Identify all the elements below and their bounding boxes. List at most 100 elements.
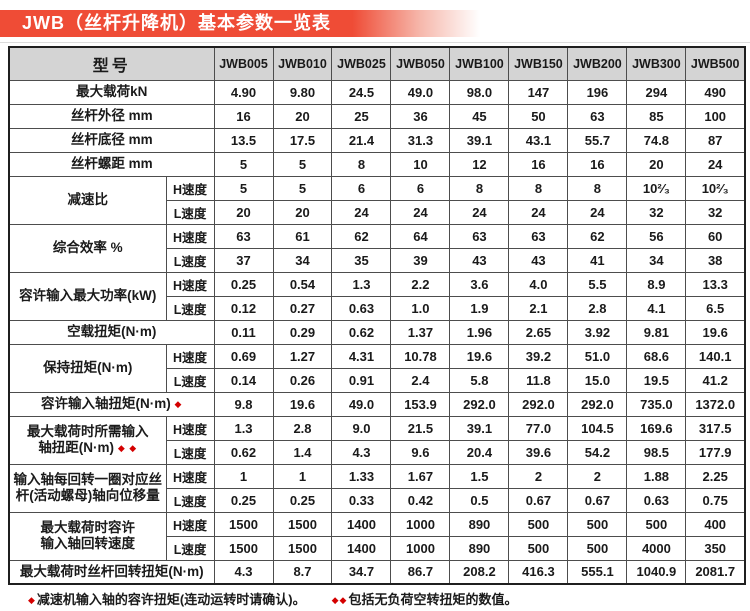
row-label: 输入轴每回转一圈对应丝 杆(活动螺母)轴向位移量: [8, 463, 167, 513]
value-cell: 34.7: [331, 559, 392, 585]
value-cell: 1.5: [449, 463, 510, 489]
row-label: 丝杆外径 mm: [8, 103, 215, 129]
row-label: 最大载荷时容许 输入轴回转速度: [8, 511, 167, 561]
value-cell: 9.8: [213, 391, 274, 417]
value-cell: 0.67: [508, 487, 569, 513]
value-cell: 24.5: [331, 79, 392, 105]
value-cell: 9.81: [626, 319, 687, 345]
value-cell: 24: [567, 199, 628, 225]
value-cell: 4.0: [508, 271, 569, 297]
value-cell: 350: [685, 535, 746, 561]
value-cell: 41.2: [685, 367, 746, 393]
value-cell: 5: [213, 151, 274, 177]
value-cell: 2081.7: [685, 559, 746, 585]
value-cell: 0.5: [449, 487, 510, 513]
value-cell: 1.4: [272, 439, 333, 465]
value-cell: 2.25: [685, 463, 746, 489]
value-cell: 98.5: [626, 439, 687, 465]
value-cell: 39.2: [508, 343, 569, 369]
value-cell: 0.67: [567, 487, 628, 513]
value-cell: 17.5: [272, 127, 333, 153]
value-cell: 0.42: [390, 487, 451, 513]
model-header: JWB010: [272, 46, 333, 81]
table-row: 丝杆外径 mm 16 20 25 36 45 50 63 85 100: [8, 103, 746, 129]
value-cell: 34: [626, 247, 687, 273]
diamond-marker-icon: ◆ ◆: [117, 443, 138, 453]
parameters-table: 型号 JWB005 JWB010 JWB025 JWB050 JWB100 JWB150 JW…: [8, 46, 746, 585]
speed-label-low: L速度: [165, 199, 215, 225]
table-row: 最大载荷kN 4.90 9.80 24.5 49.0 98.0 147 196 294 490: [8, 79, 746, 105]
diamond-marker-icon: ◆◆: [331, 595, 348, 605]
speed-label-high: H速度: [165, 175, 215, 201]
footnote-1-text: 减速机输入轴的容许扭矩(连动运转时请确认)。: [36, 592, 306, 607]
value-cell: 4.1: [626, 295, 687, 321]
speed-label-low: L速度: [165, 439, 215, 465]
value-cell: 1372.0: [685, 391, 746, 417]
row-label: 容许输入最大功率(kW): [8, 271, 167, 321]
table-row: 综合效率 % H速度 63 61 62 64 63 63 62 56 60: [8, 223, 746, 273]
speed-label-low: L速度: [165, 487, 215, 513]
value-cell: 292.0: [508, 391, 569, 417]
speed-label-high: H速度: [165, 223, 215, 249]
value-cell: 208.2: [449, 559, 510, 585]
value-cell: 25: [331, 103, 392, 129]
model-header: JWB150: [508, 46, 569, 81]
model-header: JWB300: [626, 46, 687, 81]
value-cell: 13.3: [685, 271, 746, 297]
speed-label-high: H速度: [165, 463, 215, 489]
row-label: 丝杆底径 mm: [8, 127, 215, 153]
table-row: 保持扭矩(N·m) H速度 0.69 1.27 4.31 10.78 19.6 39.2 51.…: [8, 343, 746, 393]
value-cell: 36: [390, 103, 451, 129]
value-cell: 104.5: [567, 415, 628, 441]
value-cell: 0.91: [331, 367, 392, 393]
value-cell: 87: [685, 127, 746, 153]
value-cell: 1.96: [449, 319, 510, 345]
value-cell: 15.0: [567, 367, 628, 393]
model-header: JWB500: [685, 46, 746, 81]
value-cell: 0.54: [272, 271, 333, 297]
value-cell: 20.4: [449, 439, 510, 465]
value-cell: 0.25: [213, 487, 274, 513]
value-cell: 49.0: [331, 391, 392, 417]
row-label: 最大载荷时所需输入 轴扭距(N·m) ◆ ◆: [8, 415, 167, 465]
value-cell: 51.0: [567, 343, 628, 369]
value-cell: 555.1: [567, 559, 628, 585]
table-row: 丝杆底径 mm 13.5 17.5 21.4 31.3 39.1 43.1 55.7 74.8 8…: [8, 127, 746, 153]
table-container: 型号 JWB005 JWB010 JWB025 JWB050 JWB100 JWB150 JW…: [8, 46, 746, 585]
value-cell: 317.5: [685, 415, 746, 441]
value-cell: 196: [567, 79, 628, 105]
value-cell: 1040.9: [626, 559, 687, 585]
value-cell: 500: [508, 511, 569, 537]
value-cell: 0.25: [213, 271, 274, 297]
row-label: 综合效率 %: [8, 223, 167, 273]
value-cell: 890: [449, 535, 510, 561]
footnotes: ◆减速机输入轴的容许扭矩(连动运转时请确认)。 ◆◆包括无负荷空转扭矩的数值。: [28, 589, 517, 608]
value-cell: 55.7: [567, 127, 628, 153]
speed-label-high: H速度: [165, 343, 215, 369]
value-cell: 98.0: [449, 79, 510, 105]
table-row: 容许输入最大功率(kW) H速度 0.25 0.54 1.3 2.2 3.6 4.0 5.5 8.…: [8, 271, 746, 321]
value-cell: 19.5: [626, 367, 687, 393]
value-cell: 5.8: [449, 367, 510, 393]
divider-line: [0, 42, 750, 43]
value-cell: 38: [685, 247, 746, 273]
value-cell: 8: [331, 151, 392, 177]
value-cell: 500: [508, 535, 569, 561]
value-cell: 24: [685, 151, 746, 177]
value-cell: 147: [508, 79, 569, 105]
value-cell: 1.37: [390, 319, 451, 345]
value-cell: 10²⁄₃: [626, 175, 687, 201]
value-cell: 37: [213, 247, 274, 273]
speed-label-high: H速度: [165, 511, 215, 537]
value-cell: 1.3: [331, 271, 392, 297]
value-cell: 0.11: [213, 319, 274, 345]
value-cell: 4.31: [331, 343, 392, 369]
model-header: JWB025: [331, 46, 392, 81]
model-header: JWB200: [567, 46, 628, 81]
value-cell: 85: [626, 103, 687, 129]
value-cell: 735.0: [626, 391, 687, 417]
value-cell: 9.80: [272, 79, 333, 105]
value-cell: 24: [449, 199, 510, 225]
row-label: 最大载荷kN: [8, 79, 215, 105]
table-body: 最大载荷kN 4.90 9.80 24.5 49.0 98.0 147 196 294 490 丝杆…: [8, 79, 746, 585]
